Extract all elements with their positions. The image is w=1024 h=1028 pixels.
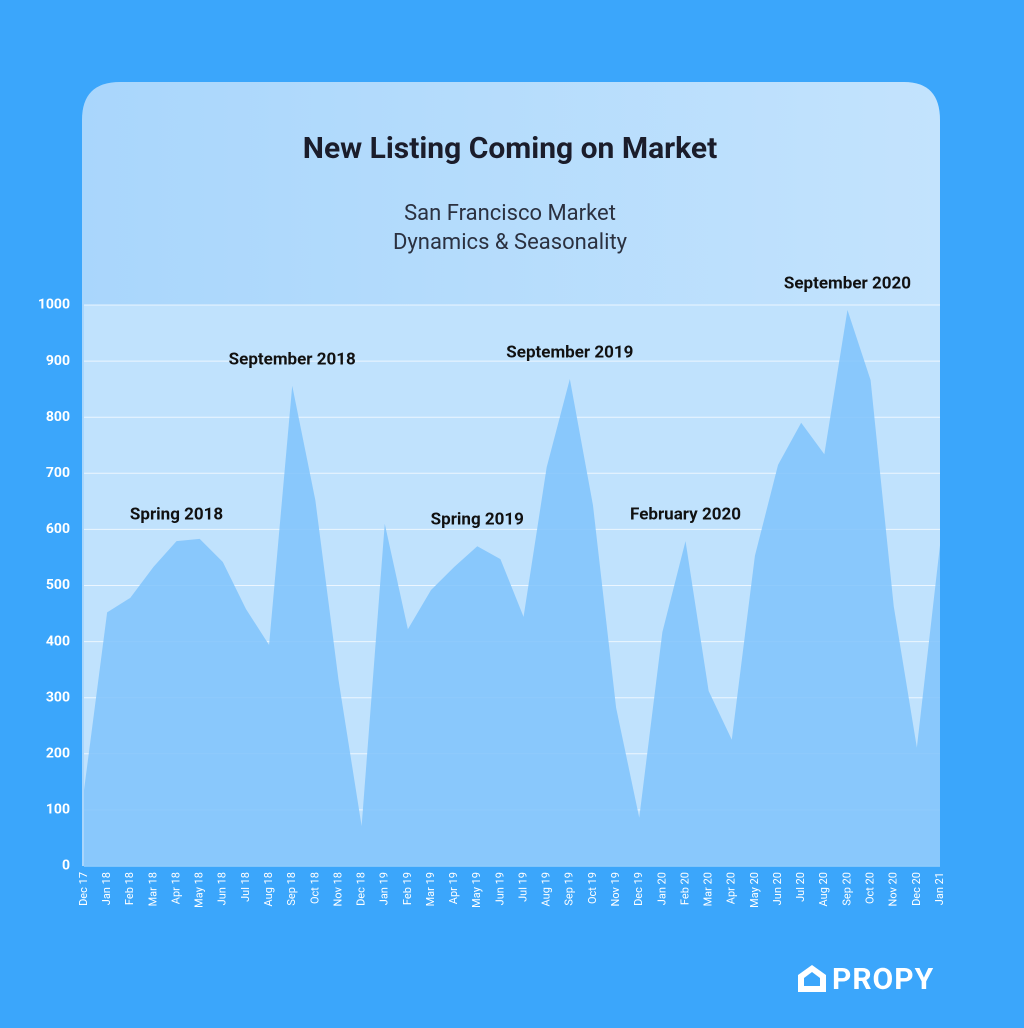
x-tick-label: Jan 19: [378, 872, 391, 905]
chart-subtitle: San Francisco Market: [404, 201, 616, 226]
brand-logo: PROPY: [798, 962, 934, 997]
x-tick-label: Dec 19: [632, 872, 645, 906]
x-tick-label: Dec 20: [910, 872, 923, 906]
x-tick-label: Dec 18: [355, 872, 368, 906]
x-tick-label: Apr 19: [447, 872, 460, 904]
x-tick-label: Oct 19: [586, 872, 599, 904]
y-tick-label: 400: [46, 633, 70, 649]
x-tick-label: Jan 18: [100, 872, 113, 905]
y-tick-label: 200: [46, 746, 70, 762]
x-tick-label: Feb 18: [123, 872, 136, 905]
annotation: Spring 2019: [431, 510, 524, 530]
y-tick-label: 100: [46, 802, 70, 818]
y-tick-label: 600: [46, 521, 70, 537]
x-tick-label: Jan 21: [933, 872, 946, 905]
x-tick-label: Jun 19: [493, 872, 506, 905]
y-tick-label: 300: [46, 689, 70, 705]
logo-icon: [798, 965, 826, 992]
x-tick-label: Nov 18: [331, 872, 344, 906]
x-tick-label: Oct 18: [308, 872, 321, 904]
x-tick-label: Jul 19: [516, 872, 529, 902]
annotation: September 2019: [506, 343, 633, 363]
x-tick-label: May 19: [470, 872, 483, 908]
brand-name: PROPY: [832, 962, 934, 997]
x-tick-label: Jun 18: [216, 872, 229, 905]
y-tick-label: 800: [46, 409, 70, 425]
x-tick-label: Jul 20: [794, 872, 807, 902]
y-tick-label: 900: [46, 353, 70, 369]
x-tick-label: Jan 20: [655, 872, 668, 905]
x-tick-label: Dec 17: [77, 872, 90, 906]
y-tick-label: 500: [46, 577, 70, 593]
y-tick-label: 0: [62, 858, 70, 874]
x-tick-label: Mar 18: [146, 872, 159, 906]
x-tick-label: Jul 18: [239, 872, 252, 902]
x-tick-label: Feb 19: [401, 872, 414, 905]
x-tick-label: Nov 20: [887, 872, 900, 906]
x-tick-label: Mar 20: [702, 872, 715, 906]
x-tick-label: Aug 20: [817, 872, 830, 906]
x-tick-label: May 20: [748, 872, 761, 908]
x-tick-label: Sep 19: [563, 872, 576, 906]
x-tick-label: Aug 19: [540, 872, 553, 906]
x-tick-label: Feb 20: [678, 872, 691, 905]
annotation: February 2020: [630, 505, 741, 525]
annotation: Spring 2018: [130, 505, 223, 525]
x-tick-label: Aug 18: [262, 872, 275, 906]
y-tick-label: 700: [46, 465, 70, 481]
x-tick-label: Apr 18: [169, 872, 182, 904]
y-tick-label: 1000: [38, 297, 70, 313]
x-tick-label: May 18: [193, 872, 206, 908]
annotation: September 2018: [229, 349, 356, 369]
x-tick-label: Mar 19: [424, 872, 437, 906]
x-tick-label: Sep 18: [285, 872, 298, 906]
x-tick-label: Oct 20: [864, 872, 877, 904]
chart-title: New Listing Coming on Market: [303, 131, 717, 166]
x-tick-label: Sep 20: [840, 872, 853, 906]
x-tick-label: Nov 19: [609, 872, 622, 906]
x-tick-label: Apr 20: [725, 872, 738, 904]
area: [84, 310, 940, 866]
annotation: September 2020: [784, 274, 911, 294]
chart-subtitle: Dynamics & Seasonality: [393, 230, 628, 255]
x-tick-label: Jun 20: [771, 872, 784, 905]
